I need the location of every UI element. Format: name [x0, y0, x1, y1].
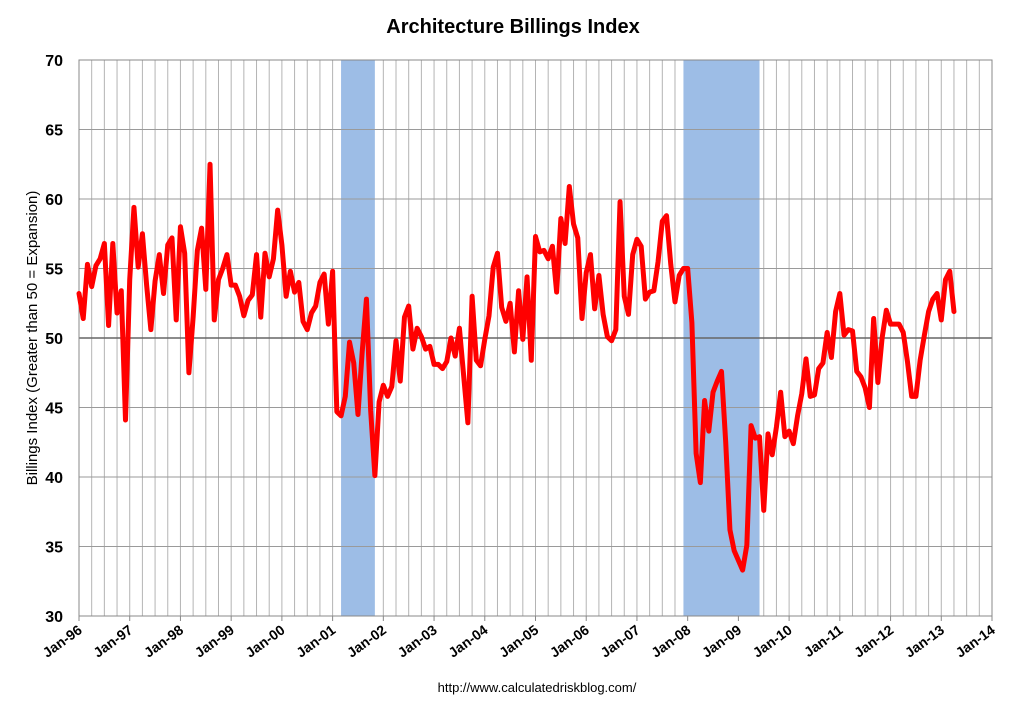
source-url: http://www.calculatedriskblog.com/ [438, 680, 637, 695]
y-tick-label: 70 [45, 53, 63, 70]
y-tick-label: 35 [45, 540, 63, 557]
y-tick-label: 60 [45, 192, 63, 209]
y-tick-label: 45 [45, 401, 63, 418]
y-tick-label: 65 [45, 123, 63, 140]
series-line-1 [76, 161, 957, 573]
chart-title: Architecture Billings Index [386, 16, 639, 38]
y-tick-label: 50 [45, 331, 63, 348]
y-axis-label: Billings Index (Greater than 50 = Expans… [24, 191, 41, 486]
y-tick-label: 40 [45, 470, 63, 487]
y-tick-label: 55 [45, 262, 63, 279]
y-tick-label: 30 [45, 609, 63, 626]
